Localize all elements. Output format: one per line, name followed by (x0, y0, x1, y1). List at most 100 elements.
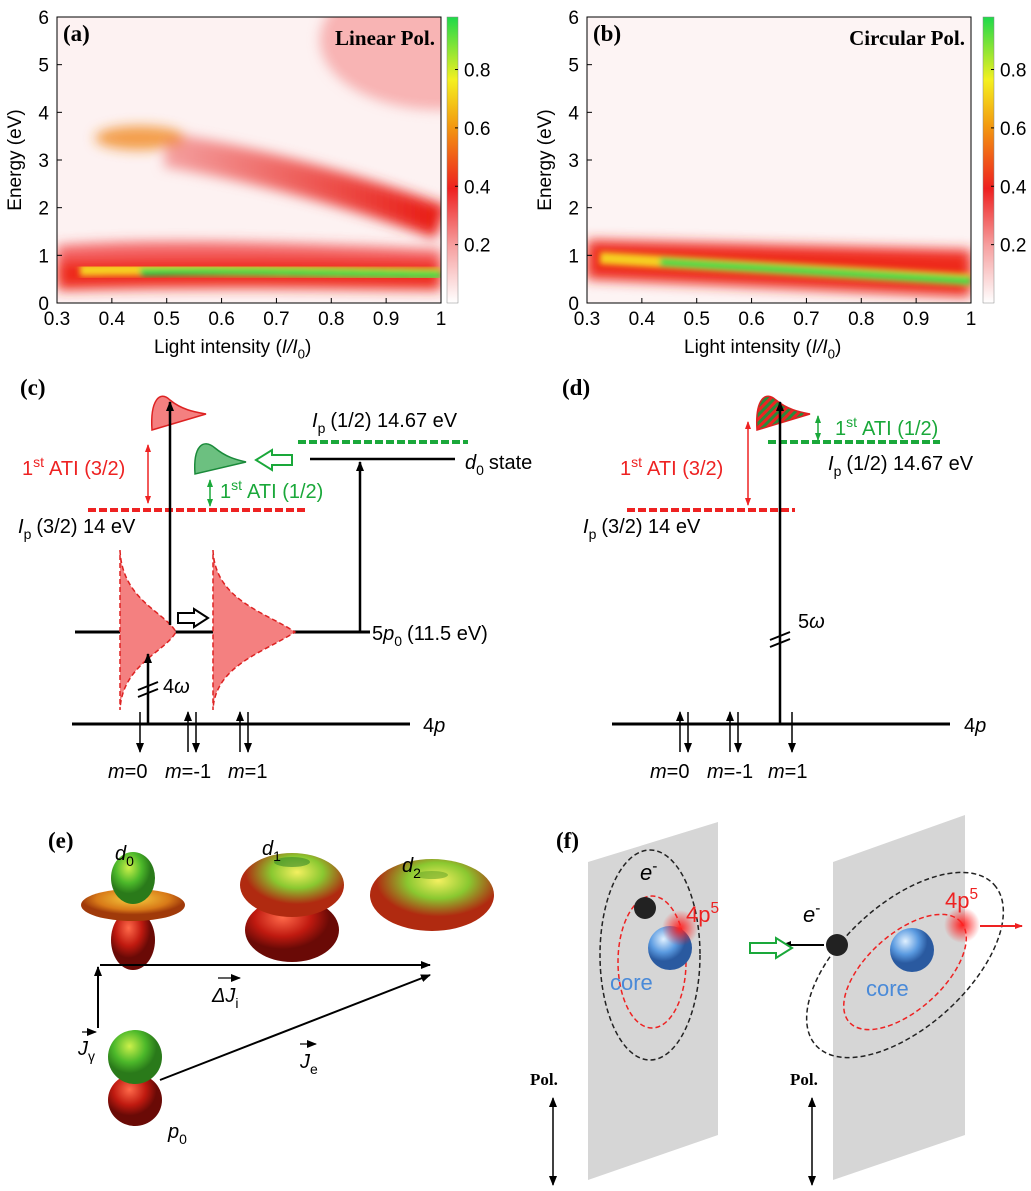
decoration (80, 269, 441, 275)
text-part: st (846, 414, 857, 430)
polarization-label: Pol. (790, 1070, 818, 1089)
decoration (213, 550, 295, 710)
y-tick-label: 1 (568, 246, 579, 267)
colorbar-tick-label: 0.4 (1000, 177, 1027, 198)
text-part: ATI (3/2) (49, 458, 125, 480)
colorbar-tick-label: 0.2 (1000, 236, 1026, 257)
text-part: st (231, 477, 242, 493)
y-tick-label: 0 (568, 294, 579, 315)
decoration (826, 934, 848, 956)
text-part: Light intensity ( (684, 337, 812, 358)
panel-label: (e) (48, 828, 74, 853)
text-part: p (834, 463, 842, 479)
colorbar-tick-label: 0.8 (1000, 61, 1026, 82)
colorbar-tick-label: 0.6 (1000, 119, 1026, 140)
level-label: Ip(1/2) 14.67 eV (312, 410, 458, 436)
decoration (152, 396, 206, 430)
core-label: core (610, 970, 653, 995)
x-axis-label: Light intensity (I/I0) (684, 337, 841, 362)
y-tick-label: 6 (568, 8, 579, 29)
text-part: p (974, 715, 986, 737)
annotation: 1stATI (1/2) (220, 477, 323, 503)
text-part: 0 (394, 633, 402, 649)
text-part: p (167, 1121, 179, 1143)
decoration (890, 928, 934, 972)
y-axis-label: Energy (eV) (535, 109, 556, 210)
text-part: (11.5 eV) (407, 623, 488, 645)
text-part: m (707, 761, 724, 783)
colorbar (983, 17, 994, 303)
text-part: 0 (179, 1131, 187, 1147)
y-tick-label: 2 (38, 199, 49, 220)
electron-label: e- (803, 900, 820, 927)
decoration (140, 271, 441, 275)
annotation: 1st ATI (1/2) (835, 414, 938, 440)
x-tick-label: 0.9 (373, 309, 399, 330)
x-tick-label: 0.6 (738, 309, 764, 330)
x-tick-label: 0.8 (318, 309, 344, 330)
text-part: 1 (620, 458, 631, 480)
heatmap (587, 17, 971, 303)
text-part: p (433, 715, 445, 737)
y-tick-label: 6 (38, 8, 49, 29)
quantum-number: m=1 (768, 761, 807, 783)
text-part: (3/2) 14 eV (36, 516, 136, 538)
text-part: I/I (282, 337, 299, 358)
vector-label: Jγ (77, 1038, 95, 1064)
panel-label: (b) (593, 21, 621, 46)
level-label: Ip(1/2) 14.67 eV (828, 453, 974, 479)
annotation: 1stATI (3/2) (22, 454, 125, 480)
x-tick-label: 1 (966, 309, 977, 330)
text-part: (1/2) 14.67 eV (846, 453, 973, 475)
decoration (588, 822, 718, 1180)
text-part: =1 (245, 761, 268, 783)
orbitals (81, 852, 494, 1126)
orbital-label: p0 (167, 1121, 187, 1147)
text-part: 4p (945, 888, 969, 913)
text-part: 1 (220, 481, 231, 503)
text-part: ATI (1/2) (862, 418, 938, 440)
energy-diagram (72, 396, 468, 752)
x-tick-label: 0.6 (208, 309, 234, 330)
text-part: 1 (835, 418, 846, 440)
text-part: 0 (126, 853, 134, 869)
colorbar-tick-label: 0.4 (464, 177, 491, 198)
panel-label: (a) (63, 21, 90, 46)
text-part: =0 (667, 761, 690, 783)
text-part: - (652, 858, 657, 875)
text-part: 0 (298, 347, 305, 362)
text-part: 5 (710, 900, 719, 917)
quantum-number: m=0 (650, 761, 689, 783)
x-tick-label: 1 (436, 309, 447, 330)
text-part: =-1 (724, 761, 753, 783)
decoration (195, 444, 246, 474)
y-axis-label: Energy (eV) (5, 109, 26, 210)
x-tick-label: 0.9 (903, 309, 929, 330)
text-part: =0 (125, 761, 148, 783)
panel-label: (d) (562, 375, 590, 400)
quantum-number: m=0 (108, 761, 147, 783)
colorbar (447, 17, 458, 303)
y-tick-label: 5 (38, 56, 49, 77)
text-part: γ (88, 1048, 95, 1064)
panel-title: Circular Pol. (849, 26, 965, 50)
text-part: (1/2) 14.67 eV (330, 410, 457, 432)
text-part: Light intensity ( (154, 337, 282, 358)
text-part: 0 (476, 462, 484, 478)
text-part: p (318, 420, 326, 436)
text-part: m (768, 761, 785, 783)
vector-label: ΔJi (211, 985, 239, 1011)
decoration (256, 450, 292, 470)
text-part: e (310, 1061, 318, 1077)
y-tick-label: 4 (568, 103, 579, 124)
text-part: ΔJ (211, 985, 236, 1007)
text-part: ω (809, 611, 825, 633)
hole-label: 4p5 (945, 886, 978, 913)
text-part: 2 (413, 865, 421, 881)
photon-label: 5ω (798, 611, 825, 633)
quantum-number: m=-1 (707, 761, 753, 783)
text-part: 1 (22, 458, 33, 480)
level-label: 4p (423, 715, 445, 737)
text-part: e (803, 902, 815, 927)
